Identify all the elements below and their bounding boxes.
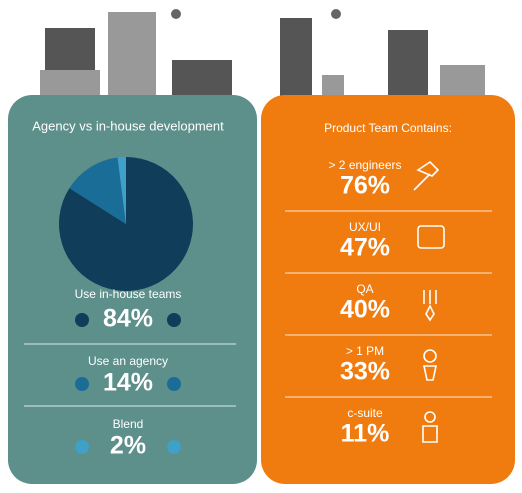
item-value: 33% xyxy=(340,358,390,386)
item-value: 11% xyxy=(341,420,390,448)
icons xyxy=(413,160,445,443)
value-label: 2% xyxy=(110,432,146,460)
legend-dot xyxy=(167,313,181,327)
legend-dot xyxy=(167,440,181,454)
value-label: 14% xyxy=(103,369,153,397)
item-value: 47% xyxy=(340,234,390,262)
panel-title: Product Team Contains: xyxy=(324,121,452,135)
value-label: 84% xyxy=(103,305,153,333)
legend-dot xyxy=(167,377,181,391)
chart-title: Agency vs in-house development xyxy=(32,118,224,133)
item-label: UX/UI xyxy=(349,220,381,234)
item-label: > 1 PM xyxy=(346,344,384,358)
pie-slice xyxy=(117,157,126,224)
legend-label: Blend xyxy=(113,417,144,431)
legend-dot xyxy=(75,377,89,391)
item-label: QA xyxy=(356,282,373,296)
item-label: c-suite xyxy=(347,406,383,420)
item-label: > 2 engineers xyxy=(328,158,401,172)
right-panel xyxy=(261,95,515,484)
pie-slice xyxy=(69,157,126,224)
item-value: 76% xyxy=(340,172,390,200)
legend-dot xyxy=(75,313,89,327)
legend-dot xyxy=(75,440,89,454)
legend-label: Use in-house teams xyxy=(75,287,182,301)
item-value: 40% xyxy=(340,296,390,324)
legend-label: Use an agency xyxy=(88,354,168,368)
skyline xyxy=(40,9,485,98)
pie-slice xyxy=(59,157,194,291)
